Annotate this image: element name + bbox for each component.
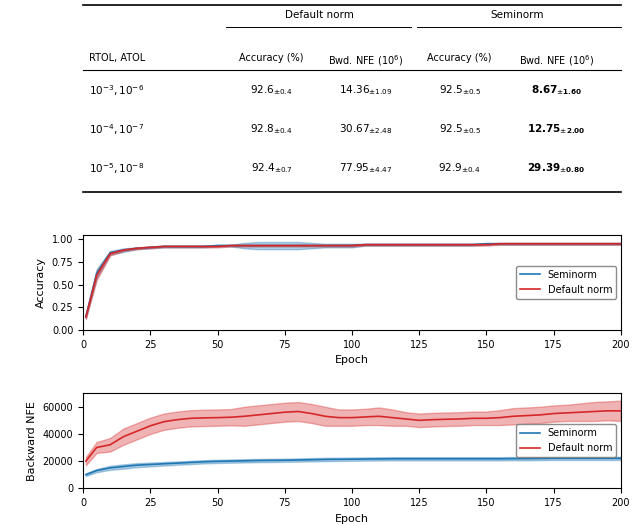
Text: Bwd. NFE ($10^6$): Bwd. NFE ($10^6$): [519, 53, 594, 68]
Text: $92.5_{\pm0.5}$: $92.5_{\pm0.5}$: [438, 122, 481, 136]
Text: $\mathbf{12.75}_{\pm\mathbf{2.00}}$: $\mathbf{12.75}_{\pm\mathbf{2.00}}$: [527, 122, 586, 136]
Text: $\mathbf{29.39}_{\pm\mathbf{0.80}}$: $\mathbf{29.39}_{\pm\mathbf{0.80}}$: [527, 161, 586, 175]
Text: $92.5_{\pm0.5}$: $92.5_{\pm0.5}$: [438, 83, 481, 97]
Y-axis label: Backward NFE: Backward NFE: [27, 401, 37, 481]
Text: $77.95_{\pm4.47}$: $77.95_{\pm4.47}$: [339, 161, 392, 175]
Text: $30.67_{\pm2.48}$: $30.67_{\pm2.48}$: [339, 122, 392, 136]
Text: Bwd. NFE ($10^6$): Bwd. NFE ($10^6$): [328, 53, 403, 68]
Legend: Seminorm, Default norm: Seminorm, Default norm: [516, 424, 616, 457]
Text: $10^{-3}, 10^{-6}$: $10^{-3}, 10^{-6}$: [88, 83, 144, 98]
Y-axis label: Accuracy: Accuracy: [36, 257, 46, 308]
Text: $92.8_{\pm0.4}$: $92.8_{\pm0.4}$: [250, 122, 292, 136]
Text: Accuracy (%): Accuracy (%): [239, 53, 303, 63]
Text: $92.6_{\pm0.4}$: $92.6_{\pm0.4}$: [250, 83, 292, 97]
Legend: Seminorm, Default norm: Seminorm, Default norm: [516, 266, 616, 299]
Text: Seminorm: Seminorm: [491, 9, 544, 19]
Text: $10^{-4}, 10^{-7}$: $10^{-4}, 10^{-7}$: [88, 122, 143, 136]
X-axis label: Epoch: Epoch: [335, 355, 369, 365]
Text: Accuracy (%): Accuracy (%): [428, 53, 492, 63]
Text: $92.9_{\pm0.4}$: $92.9_{\pm0.4}$: [438, 161, 481, 175]
Text: $10^{-5}, 10^{-8}$: $10^{-5}, 10^{-8}$: [88, 161, 144, 176]
Text: Default norm: Default norm: [285, 9, 354, 19]
X-axis label: Epoch: Epoch: [335, 513, 369, 523]
Text: RTOL, ATOL: RTOL, ATOL: [88, 53, 145, 63]
Text: $14.36_{\pm1.09}$: $14.36_{\pm1.09}$: [339, 83, 392, 97]
Text: $\mathbf{8.67}_{\pm\mathbf{1.60}}$: $\mathbf{8.67}_{\pm\mathbf{1.60}}$: [531, 83, 582, 97]
Text: $92.4_{\pm0.7}$: $92.4_{\pm0.7}$: [251, 161, 292, 175]
